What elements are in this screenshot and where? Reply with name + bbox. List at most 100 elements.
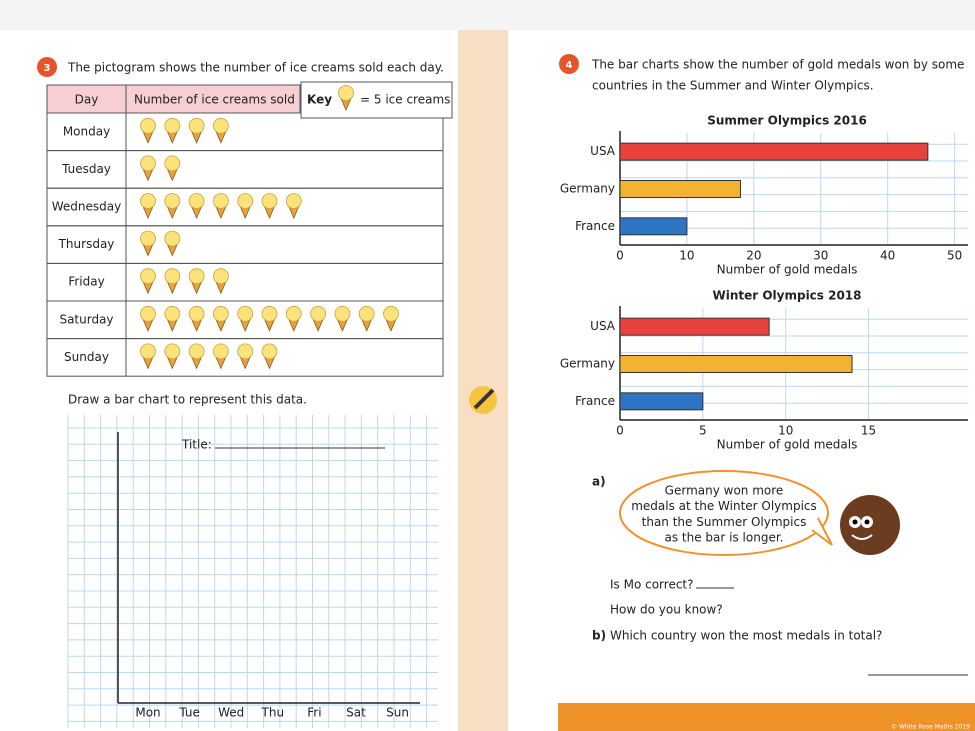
gutter bbox=[458, 30, 508, 731]
day-label: Wednesday bbox=[52, 200, 121, 214]
scoop bbox=[237, 343, 254, 360]
pencil-icon bbox=[469, 386, 497, 414]
x-category: Tue bbox=[178, 706, 200, 720]
day-label: Friday bbox=[68, 275, 104, 289]
day-label: Monday bbox=[63, 124, 110, 138]
key-icon bbox=[338, 85, 354, 112]
speech-text: as the bar is longer. bbox=[665, 531, 784, 545]
scoop bbox=[140, 343, 156, 360]
icon-row bbox=[140, 305, 399, 332]
speech-text: medals at the Winter Olympics bbox=[631, 499, 817, 513]
scoop bbox=[212, 268, 229, 285]
x-tick-label: 0 bbox=[616, 249, 624, 263]
y-category: USA bbox=[590, 319, 616, 333]
bar bbox=[619, 392, 704, 411]
scoop bbox=[140, 193, 156, 209]
key-text: = 5 ice creams bbox=[360, 93, 450, 107]
scoop bbox=[334, 305, 351, 322]
instruction: Draw a bar chart to represent this data. bbox=[68, 393, 307, 407]
scoop bbox=[188, 193, 205, 209]
scoop bbox=[261, 305, 278, 322]
x-tick-label: 10 bbox=[679, 249, 694, 263]
grid-title: Title: bbox=[181, 438, 212, 452]
q-number: 3 bbox=[44, 63, 51, 74]
scoop bbox=[164, 305, 181, 322]
x-category: Sat bbox=[346, 706, 366, 720]
question: Is Mo correct? bbox=[610, 578, 694, 592]
speech-bubble bbox=[619, 470, 829, 556]
scoop bbox=[140, 305, 156, 322]
scoop bbox=[358, 305, 375, 322]
y-category: Germany bbox=[560, 182, 615, 196]
x-category: Wed bbox=[218, 706, 244, 720]
scoop bbox=[164, 230, 181, 247]
scoop bbox=[285, 193, 302, 209]
x-tick-label: 10 bbox=[778, 424, 793, 438]
scoop bbox=[285, 305, 302, 322]
scoop bbox=[237, 193, 254, 209]
day-label: Sunday bbox=[64, 350, 109, 364]
scoop bbox=[164, 343, 181, 360]
x-category: Mon bbox=[135, 706, 160, 720]
bar bbox=[619, 142, 929, 161]
icon-row bbox=[140, 230, 181, 257]
scoop bbox=[310, 305, 327, 322]
scoop bbox=[164, 193, 181, 209]
q-number-badge bbox=[559, 54, 579, 74]
bar bbox=[619, 217, 688, 236]
icon-row bbox=[140, 117, 229, 144]
table-row bbox=[46, 338, 444, 377]
x-axis-label: Number of gold medals bbox=[717, 438, 858, 452]
scoop bbox=[212, 343, 229, 360]
day-label: Tuesday bbox=[61, 162, 111, 176]
header-text: Day bbox=[75, 93, 99, 107]
icon-row bbox=[140, 343, 278, 370]
part-label: b) bbox=[592, 629, 606, 643]
scoop bbox=[237, 305, 254, 322]
scoop bbox=[164, 268, 181, 285]
scoop bbox=[212, 305, 229, 322]
question-text: The pictogram shows the number of ice cr… bbox=[67, 61, 444, 75]
scoop bbox=[338, 85, 354, 101]
scoop bbox=[261, 193, 278, 209]
x-tick-label: 15 bbox=[861, 424, 876, 438]
y-category: France bbox=[575, 219, 615, 233]
x-tick-label: 5 bbox=[699, 424, 707, 438]
question: Which country won the most medals in tot… bbox=[610, 629, 882, 643]
question-text: The bar charts show the number of gold m… bbox=[591, 58, 964, 72]
x-tick-label: 0 bbox=[616, 424, 624, 438]
chart-title: Summer Olympics 2016 bbox=[707, 114, 867, 128]
icon-row bbox=[140, 268, 229, 295]
y-category: USA bbox=[590, 144, 616, 158]
scoop bbox=[212, 193, 229, 209]
speech-text: than the Summer Olympics bbox=[642, 515, 807, 529]
x-axis-label: Number of gold medals bbox=[717, 263, 858, 277]
avatar bbox=[840, 495, 900, 555]
x-tick-label: 40 bbox=[880, 249, 895, 263]
bubble-tail bbox=[811, 517, 833, 546]
question-text: countries in the Summer and Winter Olymp… bbox=[592, 79, 874, 93]
scoop bbox=[140, 268, 156, 285]
bar bbox=[619, 317, 770, 336]
header-text: Number of ice creams sold bbox=[134, 93, 295, 107]
scoop bbox=[212, 117, 229, 134]
day-label: Saturday bbox=[59, 312, 113, 326]
key-box bbox=[300, 81, 453, 119]
q-number: 4 bbox=[566, 60, 573, 71]
scoop bbox=[140, 230, 156, 247]
footer: © White Rose Maths 2019 bbox=[891, 724, 970, 731]
scoop bbox=[188, 305, 205, 322]
icon-row bbox=[140, 155, 181, 182]
bar bbox=[619, 180, 741, 198]
scoop bbox=[188, 343, 205, 360]
part-label: a) bbox=[592, 475, 606, 489]
key-label: Key bbox=[307, 93, 332, 107]
scoop bbox=[188, 117, 205, 134]
x-tick-label: 50 bbox=[947, 249, 962, 263]
icon-row bbox=[140, 193, 302, 220]
speech-text: Germany won more bbox=[665, 484, 784, 498]
scoop bbox=[164, 117, 181, 134]
question: How do you know? bbox=[610, 603, 723, 617]
bar bbox=[619, 355, 853, 373]
